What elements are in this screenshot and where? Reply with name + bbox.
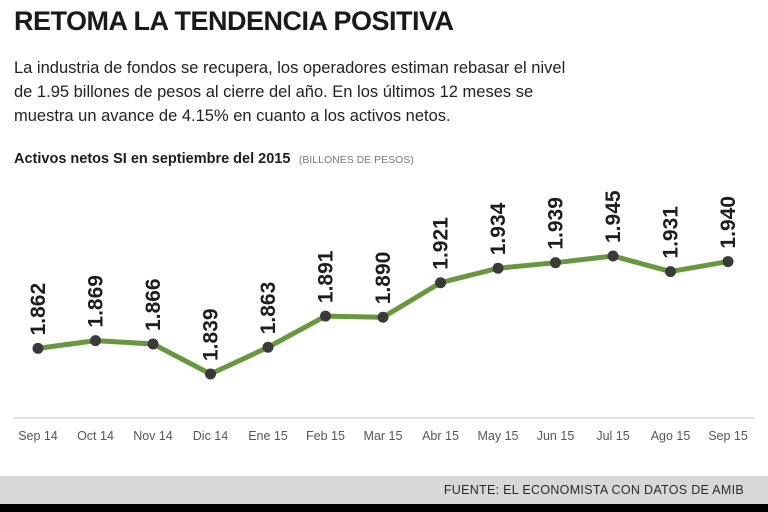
value-label: 1.869	[85, 275, 108, 328]
value-label: 1.863	[257, 282, 280, 335]
x-tick-label: Ago 15	[651, 429, 691, 443]
x-tick-label: Ene 15	[248, 429, 288, 443]
value-label: 1.934	[487, 202, 510, 255]
x-tick-label: Mar 15	[364, 429, 403, 443]
chart-heading: Activos netos SI en septiembre del 2015 …	[14, 150, 414, 168]
data-point	[377, 311, 389, 323]
x-tick-label: Dic 14	[193, 429, 228, 443]
data-point	[665, 266, 676, 278]
x-tick-label: Abr 15	[422, 429, 459, 443]
source-text: FUENTE: EL ECONOMISTA CON DATOS DE AMIB	[443, 483, 744, 497]
x-tick-label: Feb 15	[306, 429, 345, 443]
value-label: 1.931	[660, 206, 683, 259]
value-label: 1.945	[602, 190, 625, 243]
x-tick-label: Sep 14	[18, 429, 58, 443]
value-label: 1.940	[717, 196, 740, 249]
data-point	[607, 250, 619, 262]
value-label: 1.862	[27, 283, 50, 336]
bottom-strip	[0, 504, 768, 512]
data-point	[205, 368, 216, 380]
data-point	[32, 342, 44, 354]
intro-text: La industria de fondos se recupera, los …	[14, 59, 566, 125]
value-label: 1.939	[545, 197, 568, 250]
page-title: RETOMA LA TENDENCIA POSITIVA	[14, 6, 454, 36]
x-tick-label: Jun 15	[537, 429, 575, 443]
x-tick-label: Sep 15	[708, 429, 748, 443]
value-label: 1.921	[430, 217, 453, 270]
chart-title: Activos netos SI en septiembre del 2015	[14, 151, 291, 167]
data-point	[320, 310, 331, 322]
x-tick-label: Oct 14	[77, 429, 114, 443]
data-point	[147, 338, 159, 350]
value-label: 1.891	[315, 250, 338, 303]
data-point	[550, 257, 561, 269]
value-label: 1.839	[200, 308, 223, 361]
value-label: 1.866	[142, 278, 165, 331]
x-tick-label: May 15	[478, 429, 519, 443]
data-point	[262, 341, 274, 353]
data-point	[722, 256, 734, 268]
data-point	[435, 277, 446, 289]
data-point	[90, 335, 101, 347]
chart-unit-label: (BILLONES DE PESOS)	[298, 154, 414, 166]
line-chart: 1.862 Sep 14 1.869 Oct 14 1.866 Nov 14 1.839 Di…	[14, 190, 754, 443]
data-point	[492, 262, 504, 274]
value-label: 1.890	[372, 252, 395, 305]
source-bar: FUENTE: EL ECONOMISTA CON DATOS DE AMIB	[0, 476, 768, 504]
x-tick-label: Jul 15	[596, 429, 629, 443]
x-tick-label: Nov 14	[133, 429, 173, 443]
